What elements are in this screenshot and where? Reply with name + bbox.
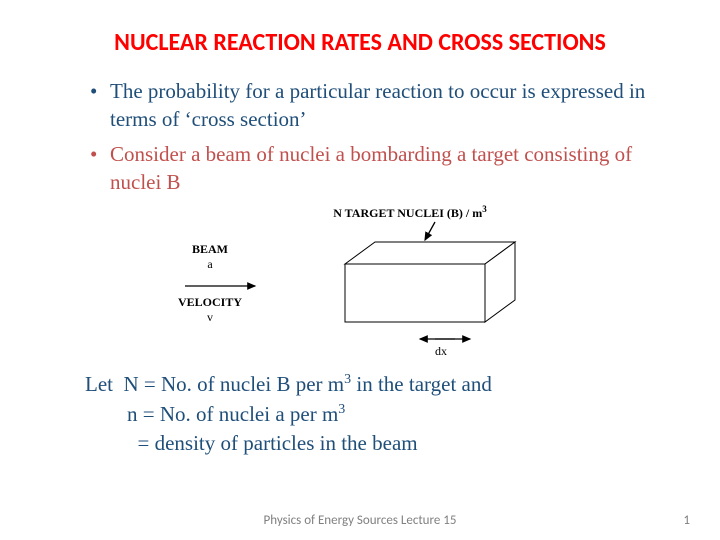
bullet-list: The probability for a particular reactio… [40,77,680,196]
bullet-item: The probability for a particular reactio… [90,77,660,134]
diagram: N TARGET NUCLEI (B) / m3 BEAM a VELOCITY… [40,204,680,364]
def-line-2: n = No. of nuclei a per m3 [85,400,680,429]
target-box [345,242,515,322]
def-text: in the target and [351,372,492,396]
definitions: Let N = No. of nuclei B per m 3 in the ta… [40,370,680,458]
slide: NUCLEAR REACTION RATES AND CROSS SECTION… [0,0,720,540]
diagram-svg [40,204,720,364]
slide-title: NUCLEAR REACTION RATES AND CROSS SECTION… [40,28,680,57]
page-number: 1 [683,513,690,528]
def-line-3: = density of particles in the beam [85,429,680,458]
top-arrow-icon [425,222,435,240]
def-line-1: Let N = No. of nuclei B per m3 in the ta… [85,370,680,399]
cubed-sup: 3 [338,402,345,417]
def-text: Let N = No. of nuclei B per m [85,372,344,396]
footer-text: Physics of Energy Sources Lecture 15 [0,513,720,528]
def-text: n = No. of nuclei a per m [85,402,338,426]
bullet-item: Consider a beam of nuclei a bombarding a… [90,140,660,197]
